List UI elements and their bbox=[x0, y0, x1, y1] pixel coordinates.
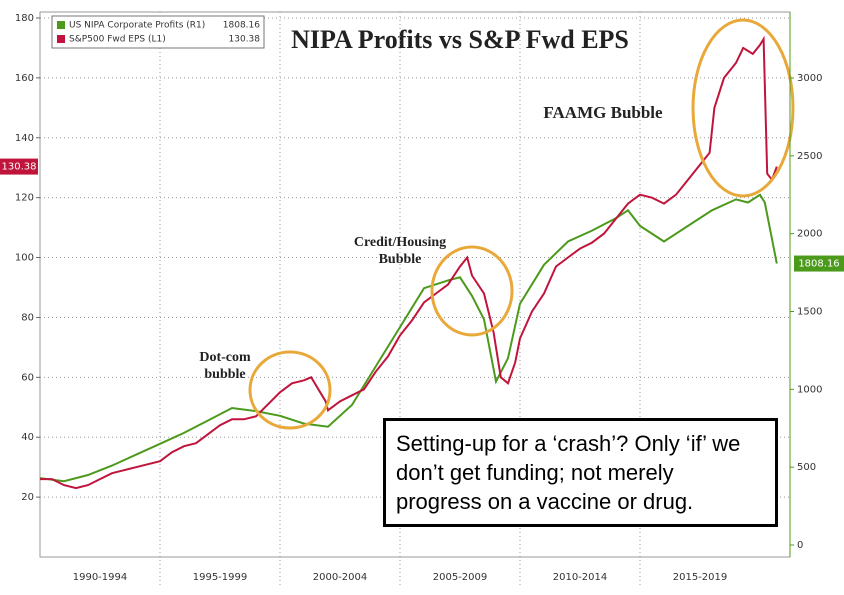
legend bbox=[51, 15, 265, 49]
legend-swatch bbox=[57, 35, 65, 43]
y-tick-label: 60 bbox=[21, 372, 34, 383]
y2-tick-label: 1500 bbox=[797, 307, 822, 318]
x-tick-label: 2010-2014 bbox=[553, 572, 608, 583]
y-tick-label: 120 bbox=[15, 193, 34, 204]
highlight-ellipse bbox=[691, 18, 795, 198]
y-tick-label: 40 bbox=[21, 432, 34, 443]
legend-value: 130.38 bbox=[229, 35, 261, 45]
highlight-ellipse bbox=[430, 245, 514, 337]
legend-label: S&P500 Fwd EPS (L1) bbox=[69, 35, 166, 45]
last-value-label: 130.38 bbox=[2, 162, 37, 173]
x-tick-label: 2015-2019 bbox=[673, 572, 728, 583]
y2-tick-label: 2500 bbox=[797, 151, 822, 162]
y-tick-label: 20 bbox=[21, 492, 34, 503]
x-tick-label: 1995-1999 bbox=[193, 572, 248, 583]
y-tick-label: 180 bbox=[15, 13, 34, 24]
last-value-badge bbox=[794, 255, 844, 272]
highlight-ellipse bbox=[248, 350, 332, 430]
annotation: Credit/Housing bbox=[354, 235, 446, 250]
last-value-badge bbox=[0, 158, 38, 175]
last-value-label: 1808.16 bbox=[798, 259, 839, 270]
y2-tick-label: 2000 bbox=[797, 229, 822, 240]
y2-tick-label: 3000 bbox=[797, 73, 822, 84]
chart-title: NIPA Profits vs S&P Fwd EPS bbox=[291, 25, 629, 54]
legend-value: 1808.16 bbox=[223, 21, 260, 31]
legend-swatch bbox=[57, 21, 65, 29]
annotation: Dot-com bbox=[199, 350, 251, 365]
y-tick-label: 80 bbox=[21, 312, 34, 323]
series-line bbox=[39, 193, 778, 483]
y-tick-label: 100 bbox=[15, 253, 34, 264]
x-tick-label: 2005-2009 bbox=[433, 572, 488, 583]
legend-label: US NIPA Corporate Profits (R1) bbox=[69, 21, 205, 31]
y-tick-label: 160 bbox=[15, 73, 34, 84]
y2-tick-label: 0 bbox=[797, 540, 803, 551]
text-box: Setting-up for a ‘crash’? Only ‘if’ we d… bbox=[383, 418, 778, 527]
annotation: FAAMG Bubble bbox=[543, 103, 663, 122]
y2-tick-label: 1000 bbox=[797, 384, 822, 395]
y-tick-label: 140 bbox=[15, 133, 34, 144]
x-tick-label: 2000-2004 bbox=[313, 572, 368, 583]
annotation: Bubble bbox=[379, 252, 422, 267]
x-tick-label: 1990-1994 bbox=[73, 572, 128, 583]
series-line bbox=[40, 35, 778, 490]
annotation: bubble bbox=[204, 367, 245, 382]
y2-tick-label: 500 bbox=[797, 462, 816, 473]
